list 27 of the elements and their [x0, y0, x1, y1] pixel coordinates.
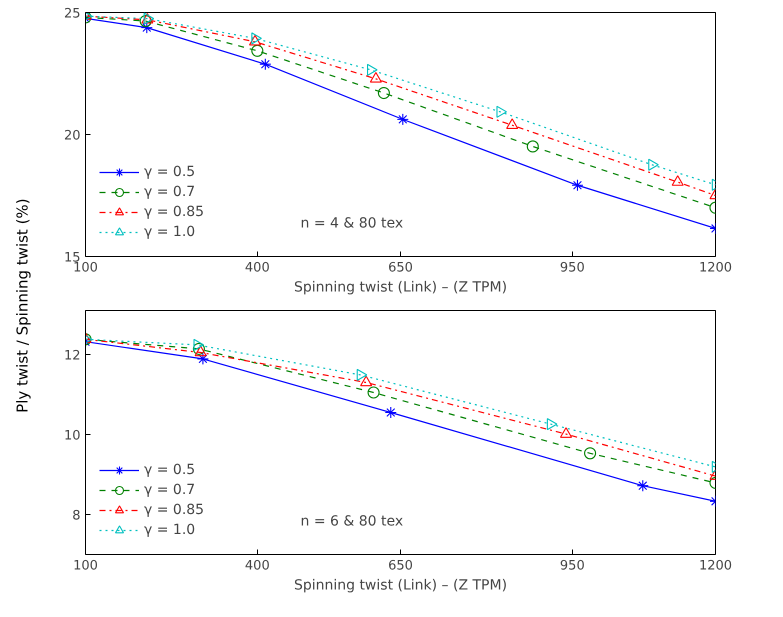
x-tick-label: 100	[73, 558, 98, 574]
x-tick-label: 1200	[698, 260, 732, 276]
legend-label: γ = 0.5	[144, 462, 196, 478]
y-tick-label: 12	[64, 348, 81, 364]
y-tick-label: 25	[64, 6, 81, 22]
annotation: n = 6 & 80 tex	[300, 514, 404, 530]
annotation: n = 4 & 80 tex	[300, 216, 404, 232]
y-tick-label: 10	[64, 428, 81, 444]
y-tick-label: 8	[72, 508, 81, 524]
x-tick-label: 950	[560, 260, 585, 276]
x-tick-label: 1200	[698, 558, 732, 574]
legend-label: γ = 0.85	[144, 502, 204, 518]
legend-label: γ = 0.7	[144, 482, 196, 498]
legend-label: γ = 1.0	[144, 522, 196, 538]
legend-label: γ = 0.7	[144, 184, 196, 200]
legend-label: γ = 0.85	[144, 204, 204, 220]
legend-label: γ = 1.0	[144, 224, 196, 240]
legend-label: γ = 0.5	[144, 164, 196, 180]
x-tick-label: 650	[388, 260, 413, 276]
x-tick-label: 400	[244, 260, 270, 276]
x-tick-label: 950	[560, 558, 585, 574]
x-tick-label: 400	[244, 558, 270, 574]
x-axis-title: Spinning twist (Link) – (Z TPM)	[294, 578, 508, 594]
x-tick-label: 650	[388, 558, 413, 574]
y-tick-label: 20	[64, 128, 81, 144]
x-axis-title: Spinning twist (Link) – (Z TPM)	[294, 280, 508, 296]
y-axis-title: Ply twist / Spinning twist (%)	[14, 198, 32, 413]
